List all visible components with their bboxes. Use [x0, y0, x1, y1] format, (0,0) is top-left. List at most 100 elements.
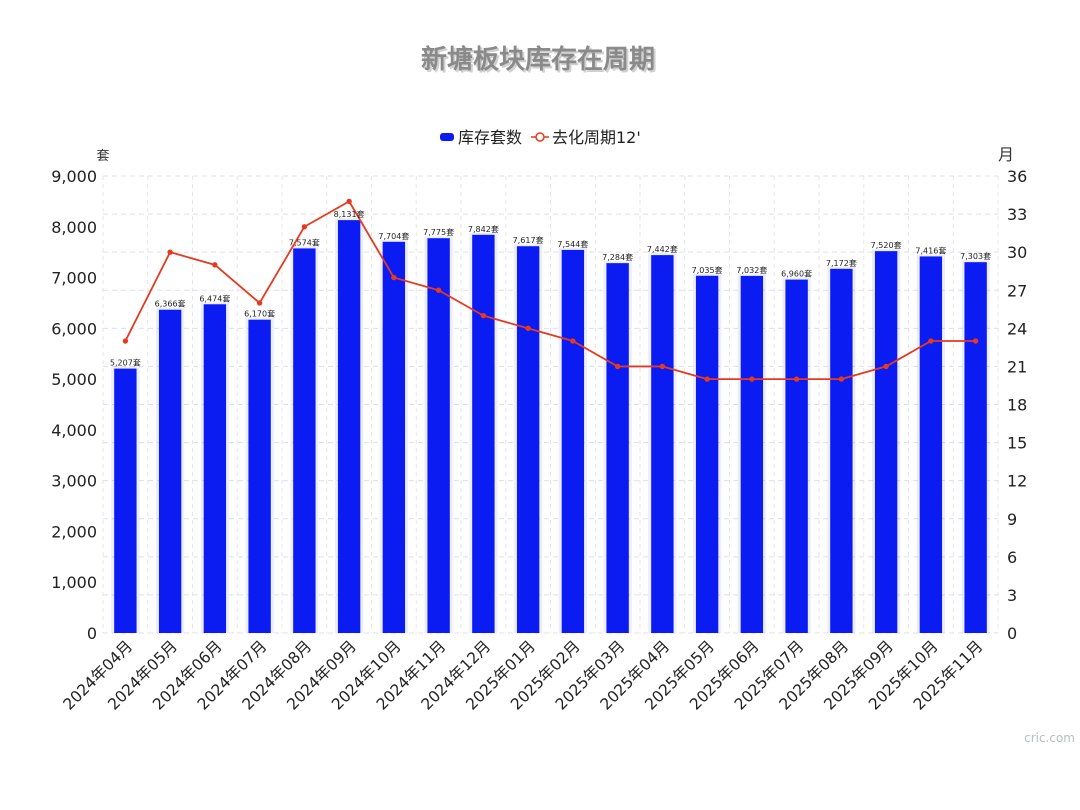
cycle-line-point[interactable] [301, 224, 308, 230]
right-axis-tick-label: 18 [1007, 396, 1027, 415]
right-axis-tick-label: 27 [1007, 281, 1027, 300]
cycle-line-point[interactable] [256, 300, 263, 306]
bar[interactable] [919, 256, 943, 633]
cycle-line-point[interactable] [346, 198, 352, 205]
legend-marker-cycle [535, 132, 545, 142]
bar[interactable] [874, 251, 898, 633]
bar-data-label: 7,035套 [692, 265, 723, 275]
left-axis-tick-label: 3,000 [51, 472, 97, 491]
bar[interactable] [203, 304, 227, 633]
bar-data-label: 7,284套 [602, 252, 633, 262]
left-axis-tick-label: 8,000 [51, 218, 97, 237]
chart-title: 新塘板块库存在周期 新塘板块库存在周期 [421, 44, 657, 77]
bar[interactable] [964, 262, 987, 633]
right-axis-tick-label: 0 [1007, 624, 1017, 643]
bar[interactable] [427, 238, 450, 634]
legend-swatch-inventory [440, 133, 454, 141]
bar-data-label: 6,474套 [199, 293, 230, 303]
cycle-line-point[interactable] [972, 338, 979, 344]
bar-data-label: 7,775套 [423, 227, 454, 237]
bar-data-label: 6,366套 [155, 299, 186, 309]
data-labels: 5,207套 6,366套 6,474套 6,170套 7,574套 8,131套 7,70… [110, 209, 991, 367]
bar[interactable] [114, 368, 137, 633]
right-axis-tick-label: 24 [1007, 319, 1027, 338]
cycle-line-point[interactable] [167, 249, 173, 255]
legend[interactable]: 库存套数 去化周期12' [440, 128, 641, 147]
right-axis-tick-label: 3 [1007, 586, 1017, 605]
cycle-line-point[interactable] [928, 338, 934, 344]
bar[interactable] [740, 275, 764, 633]
cycle-line-point[interactable] [122, 338, 129, 344]
watermark: cric.com [1024, 731, 1075, 745]
bar-data-label: 5,207套 [110, 358, 141, 368]
cycle-line-point[interactable] [525, 325, 531, 332]
right-axis-tick-label: 15 [1007, 434, 1027, 453]
bar-data-label: 7,544套 [557, 239, 588, 249]
right-axis-tick-label: 6 [1007, 548, 1017, 567]
left-axis-tick-label: 9,000 [51, 167, 97, 186]
bar[interactable] [830, 268, 853, 633]
right-axis-tick-label: 33 [1007, 205, 1027, 224]
bar-data-label: 7,172套 [826, 258, 857, 268]
bar[interactable] [337, 220, 361, 633]
left-axis-tick-label: 6,000 [51, 319, 97, 338]
cycle-line-point[interactable] [435, 287, 442, 293]
right-axis-tick-label: 36 [1007, 167, 1027, 186]
bar-data-label: 8,131套 [334, 209, 365, 219]
cycle-line-point[interactable] [838, 376, 845, 382]
bar[interactable] [695, 275, 719, 633]
bar-data-label: 7,303套 [960, 251, 991, 261]
bar-data-label: 7,442套 [647, 244, 678, 254]
right-axis-tick-label: 21 [1007, 357, 1027, 376]
left-axis-tick-label: 7,000 [51, 269, 97, 288]
bar-data-label: 7,416套 [915, 245, 946, 255]
bar[interactable] [651, 255, 674, 634]
cycle-line-point[interactable] [570, 338, 576, 344]
bar[interactable] [516, 246, 540, 634]
left-axis-tick-label: 0 [87, 624, 97, 643]
right-axis-tick-label: 12 [1007, 472, 1027, 491]
cycle-line-point[interactable] [749, 376, 755, 382]
bar[interactable] [158, 309, 182, 633]
cycle-line-point[interactable] [883, 363, 889, 370]
legend-label-cycle: 去化周期12' [552, 128, 641, 147]
right-axis-tick-label: 30 [1007, 243, 1027, 262]
bar-data-label: 7,574套 [289, 237, 320, 247]
left-axis-tick-label: 4,000 [51, 421, 97, 440]
bar-data-label: 6,960套 [781, 269, 812, 279]
grid-lines [102, 175, 999, 634]
cycle-line-point[interactable] [480, 312, 487, 319]
bar-data-label: 7,032套 [736, 265, 767, 275]
bar-data-label: 7,617套 [513, 235, 544, 245]
cycle-line-point[interactable] [391, 274, 397, 281]
bar[interactable] [561, 249, 585, 634]
legend-item-inventory[interactable]: 库存套数 [440, 128, 522, 147]
chart-title-text: 新塘板块库存在周期 [421, 44, 655, 75]
left-axis-tick-label: 5,000 [51, 370, 97, 389]
chart-title-shadow: 新塘板块库存在周期 [423, 46, 657, 77]
cycle-line-path [124, 200, 976, 381]
left-axis-tick-label: 1,000 [51, 573, 97, 592]
cycle-line-point[interactable] [704, 376, 710, 382]
cycle-line-point[interactable] [793, 376, 800, 382]
bars [111, 218, 990, 634]
bar-data-label: 6,170套 [244, 309, 275, 319]
bar-data-label: 7,842套 [468, 224, 499, 234]
cycle-line-point[interactable] [212, 262, 218, 268]
cycle-line-point[interactable] [659, 363, 666, 370]
bar[interactable] [606, 263, 629, 633]
left-axis-unit: 套 [96, 148, 109, 164]
bar-data-label: 7,704套 [378, 231, 409, 241]
cycle-line-point[interactable] [614, 363, 621, 370]
bar[interactable] [472, 234, 495, 633]
bar[interactable] [248, 319, 271, 633]
right-axis-unit: 月 [998, 145, 1014, 164]
legend-item-cycle[interactable]: 去化周期12' [531, 128, 641, 147]
left-axis-tick-label: 2,000 [51, 522, 97, 541]
bar[interactable] [382, 241, 406, 634]
bar[interactable] [785, 279, 808, 633]
legend-label-inventory: 库存套数 [458, 128, 522, 147]
bar[interactable] [293, 248, 316, 633]
right-axis-tick-label: 9 [1007, 510, 1017, 529]
